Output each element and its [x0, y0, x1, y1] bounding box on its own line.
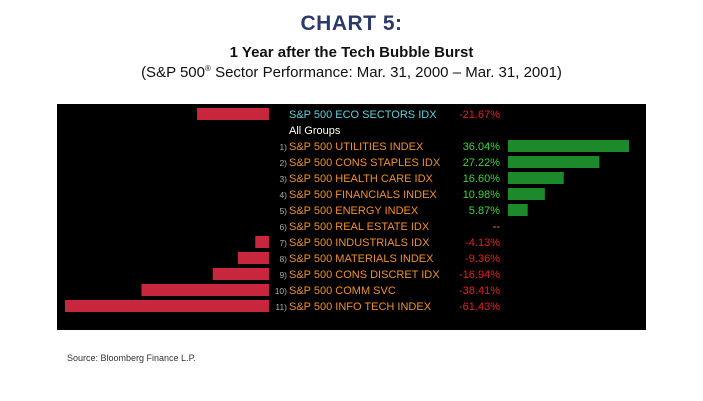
sector-rank: 8) [279, 254, 287, 264]
chart-subtitle: (S&P 500® Sector Performance: Mar. 31, 2… [0, 64, 703, 81]
sector-value: -16.94% [459, 269, 500, 281]
sector-bar [508, 204, 528, 216]
sector-rank: 7) [279, 238, 287, 248]
index-bar [197, 108, 269, 120]
sector-value: -4.13% [465, 237, 500, 249]
subtitle-prefix: (S&P 500 [141, 64, 205, 81]
sector-value: -- [493, 221, 501, 233]
sector-name: S&P 500 ENERGY INDEX [289, 205, 419, 217]
sector-value: -61.43% [459, 301, 500, 313]
index-value: -21.67% [459, 109, 500, 121]
sector-value: 5.87% [469, 205, 500, 217]
chart-title: 1 Year after the Tech Bubble Burst [229, 44, 474, 61]
sector-value: 36.04% [463, 141, 501, 153]
sector-bar [141, 284, 269, 296]
chart-label: CHART 5: [300, 12, 403, 35]
sector-name: S&P 500 COMM SVC [289, 285, 396, 297]
sector-value: -9.36% [465, 253, 500, 265]
sector-rank: 9) [279, 270, 287, 280]
sector-name: S&P 500 INDUSTRIALS IDX [289, 237, 430, 249]
sector-value: -38.41% [459, 285, 500, 297]
sector-name: S&P 500 FINANCIALS INDEX [289, 189, 437, 201]
group-label: All Groups [289, 125, 341, 137]
sector-value: 16.60% [463, 173, 501, 185]
sector-name: S&P 500 UTILITIES INDEX [289, 141, 424, 153]
sector-rank: 11) [275, 302, 287, 312]
sector-bar-chart: S&P 500 ECO SECTORS IDX -21.67% All Groups… [65, 108, 629, 313]
sector-bar [212, 268, 269, 280]
sector-name: S&P 500 REAL ESTATE IDX [289, 221, 430, 233]
bloomberg-sector-panel: S&P 500 ECO SECTORS IDX -21.67% All Groups… [57, 104, 646, 330]
sector-bar [508, 188, 545, 200]
sector-rank: 5) [279, 206, 287, 216]
sector-rank: 1) [279, 142, 287, 152]
sector-rank: 3) [279, 174, 287, 184]
sector-name: S&P 500 INFO TECH INDEX [289, 301, 432, 313]
sector-value: 27.22% [463, 157, 501, 169]
index-name: S&P 500 ECO SECTORS IDX [289, 109, 437, 121]
sector-bar [65, 300, 269, 312]
sector-name: S&P 500 CONS DISCRET IDX [289, 269, 440, 281]
subtitle-suffix: Sector Performance: Mar. 31, 2000 – Mar.… [210, 64, 562, 81]
sector-name: S&P 500 MATERIALS INDEX [289, 253, 434, 265]
sector-bar [508, 156, 600, 168]
sector-bar [255, 236, 269, 248]
sector-bar [237, 252, 269, 264]
sector-bar [508, 140, 629, 152]
source-note: Source: Bloomberg Finance L.P. [67, 353, 196, 363]
sector-bar [508, 172, 564, 184]
sector-value: 10.98% [463, 189, 501, 201]
registered-mark: ® [205, 64, 211, 73]
sector-rank: 6) [279, 222, 287, 232]
sector-name: S&P 500 HEALTH CARE IDX [289, 173, 434, 185]
sector-rank: 2) [279, 158, 287, 168]
sector-name: S&P 500 CONS STAPLES IDX [289, 157, 441, 169]
sector-rank: 10) [275, 286, 287, 296]
sector-rank: 4) [279, 190, 287, 200]
